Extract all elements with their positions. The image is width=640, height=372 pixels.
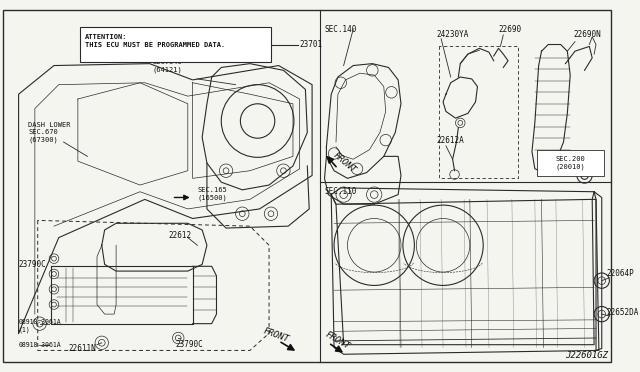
- Text: SEC.140: SEC.140: [324, 25, 357, 34]
- Text: 22612: 22612: [169, 231, 192, 240]
- Text: STRUT HOUSING (LH)
SEC.640
(64121): STRUT HOUSING (LH) SEC.640 (64121): [152, 51, 229, 73]
- Text: 24230YA: 24230YA: [436, 31, 468, 39]
- Text: SEC.200
(20010): SEC.200 (20010): [556, 156, 585, 170]
- Text: 22612A: 22612A: [436, 136, 464, 145]
- Text: FRONT: FRONT: [332, 151, 358, 175]
- Text: 22611N: 22611N: [68, 344, 96, 353]
- Text: FRONT: FRONT: [324, 330, 351, 352]
- Text: FRONT: FRONT: [261, 326, 290, 344]
- Text: SEC.165
(16500): SEC.165 (16500): [197, 187, 227, 201]
- Text: 08918-3061A
(1): 08918-3061A (1): [19, 318, 61, 333]
- Text: ATTENTION:
THIS ECU MUST BE PROGRAMMED DATA.: ATTENTION: THIS ECU MUST BE PROGRAMMED D…: [84, 34, 225, 48]
- Text: SEC.110: SEC.110: [324, 187, 357, 196]
- Text: 22652DA: 22652DA: [607, 308, 639, 317]
- Text: 23790C: 23790C: [19, 260, 46, 269]
- Text: 22690: 22690: [499, 25, 522, 34]
- Text: 23701: 23701: [300, 40, 323, 49]
- Text: 23790C: 23790C: [175, 340, 203, 349]
- Text: 22690N: 22690N: [573, 31, 601, 39]
- Bar: [537, 150, 604, 176]
- Text: DASH LOWER
SEC.670
(67300): DASH LOWER SEC.670 (67300): [28, 122, 70, 143]
- Text: J22601GZ: J22601GZ: [566, 351, 609, 360]
- Bar: [80, 27, 271, 62]
- Text: 08918-3061A: 08918-3061A: [19, 342, 61, 348]
- Text: 22064P: 22064P: [607, 269, 634, 279]
